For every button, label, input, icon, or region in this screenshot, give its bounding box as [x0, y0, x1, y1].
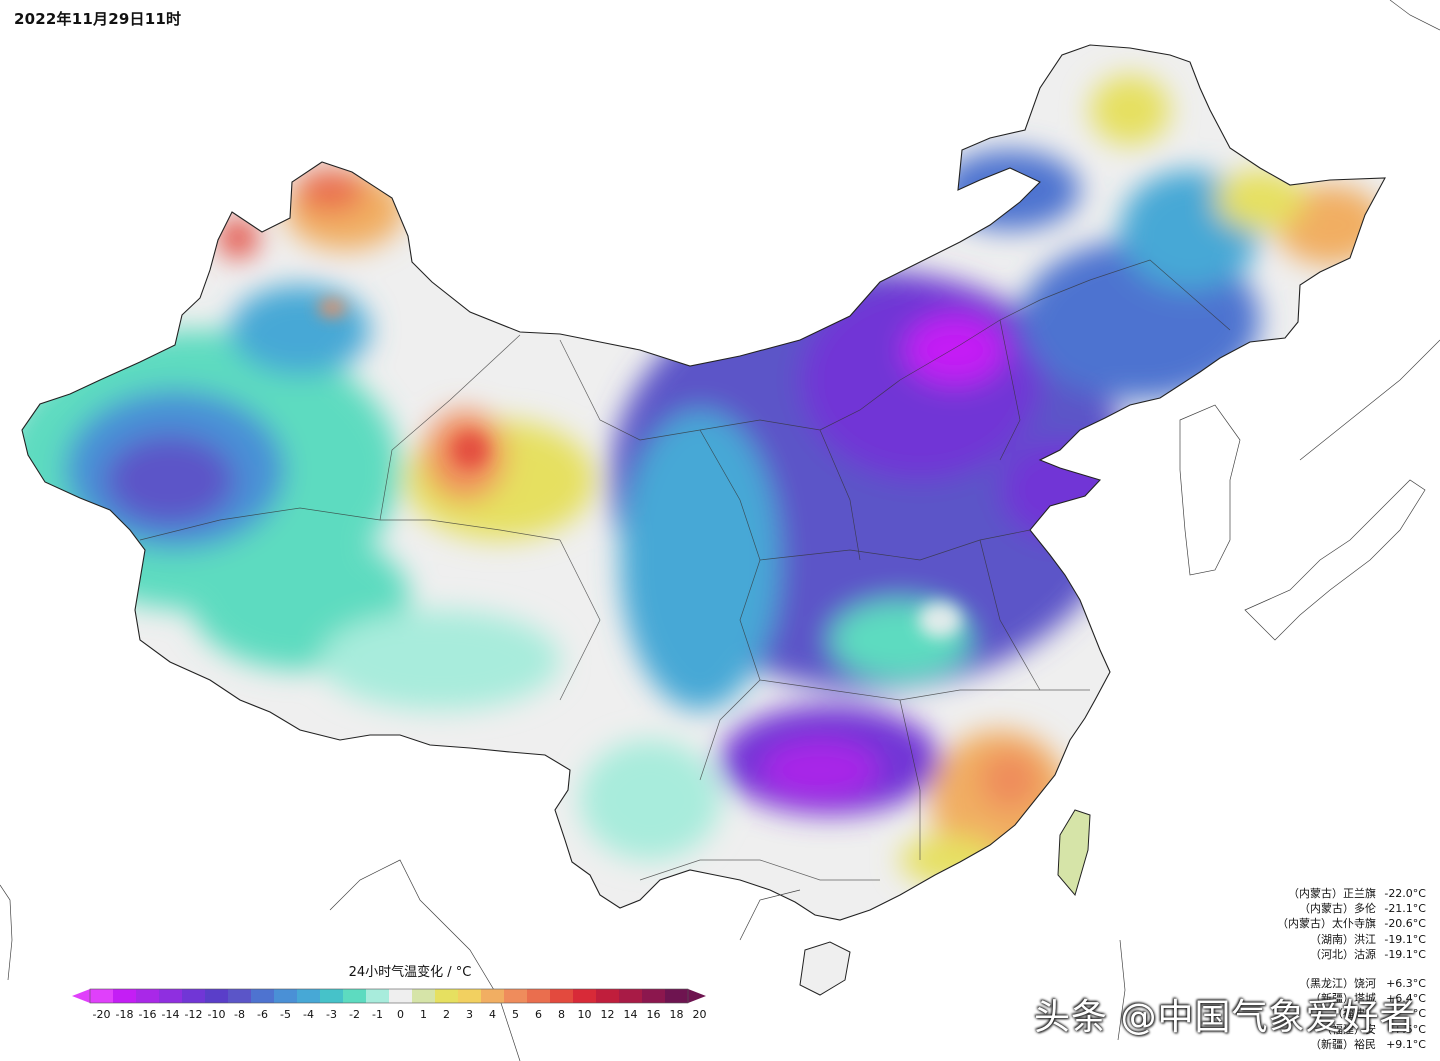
legend-tick-label: -6 — [257, 1008, 268, 1021]
legend-swatch — [274, 989, 297, 1003]
legend-tick-label: 12 — [601, 1008, 615, 1021]
legend-tick-label: -18 — [116, 1008, 134, 1021]
legend-tick-label: -3 — [326, 1008, 337, 1021]
station-row: （新疆）塔城 +6.4°C — [1299, 991, 1426, 1006]
legend-tick-label: 4 — [489, 1008, 496, 1021]
legend-arrow-right — [688, 989, 706, 1003]
timestamp-label: 2022年11月29日11时 — [14, 10, 182, 28]
legend-tick-label: -2 — [349, 1008, 360, 1021]
station-name: （福建）安 — [1321, 1022, 1376, 1036]
temperature-field — [22, 75, 1385, 885]
station-value: +6.3°C — [1386, 977, 1426, 990]
station-row: （内蒙古）多伦 -21.1°C — [1277, 901, 1426, 916]
station-name: （湖南）洪江 — [1310, 932, 1376, 946]
legend-swatch — [182, 989, 205, 1003]
station-row: （福建） °C — [1299, 1006, 1426, 1021]
station-row: （河北）沽源 -19.1°C — [1277, 947, 1426, 962]
legend-tick-label: 1 — [420, 1008, 427, 1021]
min-stations-list: （内蒙古）正兰旗 -22.0°C （内蒙古）多伦 -21.1°C （内蒙古）太仆寺旗 -2… — [1277, 886, 1426, 962]
legend-tick-label: 20 — [693, 1008, 707, 1021]
legend-tick-label: -8 — [234, 1008, 245, 1021]
legend-tick-label: -14 — [162, 1008, 180, 1021]
legend-swatch — [205, 989, 228, 1003]
station-row: （内蒙古）太仆寺旗 -20.6°C — [1277, 916, 1426, 931]
station-value: -21.1°C — [1384, 902, 1426, 916]
legend-tick-label: 0 — [397, 1008, 404, 1021]
legend-outline — [89, 988, 689, 1004]
legend-swatch — [412, 989, 435, 1003]
station-value: +.5°C — [1393, 1022, 1426, 1036]
legend-swatch — [665, 989, 688, 1003]
station-row: （湖南）洪江 -19.1°C — [1277, 932, 1426, 947]
legend-swatch — [320, 989, 343, 1003]
legend-title: 24小时气温变化 / °C — [348, 965, 472, 980]
legend-tick-label: -16 — [139, 1008, 157, 1021]
station-name: （内蒙古）多伦 — [1299, 902, 1376, 916]
legend-tick-label: 3 — [466, 1008, 473, 1021]
legend-swatch — [343, 989, 366, 1003]
station-name: （新疆）塔城 — [1310, 992, 1376, 1006]
legend-swatch — [228, 989, 251, 1003]
legend-tick-label: 10 — [578, 1008, 592, 1021]
color-legend: -20 -18 -16 -14 -12 -10 -8 -6 -5 -4 -3 -2 -1 0 1 2 3 4 5 6 8… — [72, 988, 707, 1021]
station-name: （内蒙古）太仆寺旗 — [1277, 917, 1376, 931]
station-name: （新疆）裕民 — [1310, 1037, 1376, 1051]
station-value: +9.1°C — [1386, 1037, 1426, 1051]
legend-tick-label: 5 — [512, 1008, 519, 1021]
legend-swatch — [458, 989, 481, 1003]
station-name: （内蒙古）正兰旗 — [1288, 887, 1376, 900]
station-value: -19.1°C — [1384, 932, 1426, 946]
legend-swatch — [596, 989, 619, 1003]
legend-swatch — [642, 989, 665, 1003]
station-row: （福建）安 +.5°C — [1299, 1022, 1426, 1037]
station-row: （新疆）裕民 +9.1°C — [1299, 1037, 1426, 1052]
legend-swatch — [619, 989, 642, 1003]
legend-tick-label: -5 — [280, 1008, 291, 1021]
station-name: （福建） — [1332, 1007, 1376, 1021]
legend-tick-label: 14 — [624, 1008, 638, 1021]
legend-tick-label: -12 — [185, 1008, 203, 1021]
legend-tick-label: 18 — [670, 1008, 684, 1021]
station-value: °C — [1412, 1007, 1426, 1021]
legend-swatch — [366, 989, 389, 1003]
station-name: （黑龙江）饶河 — [1299, 977, 1376, 990]
legend-tick-label: -4 — [303, 1008, 314, 1021]
legend-swatch — [527, 989, 550, 1003]
legend-swatch — [481, 989, 504, 1003]
legend-tick-label: -20 — [93, 1008, 111, 1021]
legend-swatch — [251, 989, 274, 1003]
legend-tick-label: 8 — [558, 1008, 565, 1021]
legend-swatch — [136, 989, 159, 1003]
legend-swatch — [550, 989, 573, 1003]
station-row: （黑龙江）饶河 +6.3°C — [1299, 976, 1426, 991]
legend-tick-label: -1 — [372, 1008, 383, 1021]
station-value: -19.1°C — [1384, 947, 1426, 961]
legend-swatch — [113, 989, 136, 1003]
station-value: -22.0°C — [1384, 887, 1426, 900]
legend-tick-label: -10 — [208, 1008, 226, 1021]
legend-swatch — [389, 989, 412, 1003]
watermark: 头条 @中国气象爱好者 — [1034, 997, 1417, 1038]
station-value: +6.4°C — [1386, 992, 1426, 1006]
taiwan-island — [1057, 809, 1091, 897]
legend-swatch — [159, 989, 182, 1003]
station-value: -20.6°C — [1384, 917, 1426, 931]
legend-swatch — [504, 989, 527, 1003]
station-row: （内蒙古）正兰旗 -22.0°C — [1277, 886, 1426, 901]
max-stations-list: （黑龙江）饶河 +6.3°C （新疆）塔城 +6.4°C （福建） °C （福建）安 +.5°… — [1299, 976, 1426, 1052]
province-borders — [139, 259, 1231, 881]
legend-swatch — [435, 989, 458, 1003]
legend-tick-label: 2 — [443, 1008, 450, 1021]
legend-swatch — [90, 989, 113, 1003]
legend-tick-label: 6 — [535, 1008, 542, 1021]
legend-swatch — [297, 989, 320, 1003]
station-name: （河北）沽源 — [1310, 947, 1376, 961]
hainan-island — [799, 941, 851, 996]
legend-tick-label: 16 — [647, 1008, 661, 1021]
legend-arrow-left — [72, 989, 90, 1003]
legend-swatch — [573, 989, 596, 1003]
